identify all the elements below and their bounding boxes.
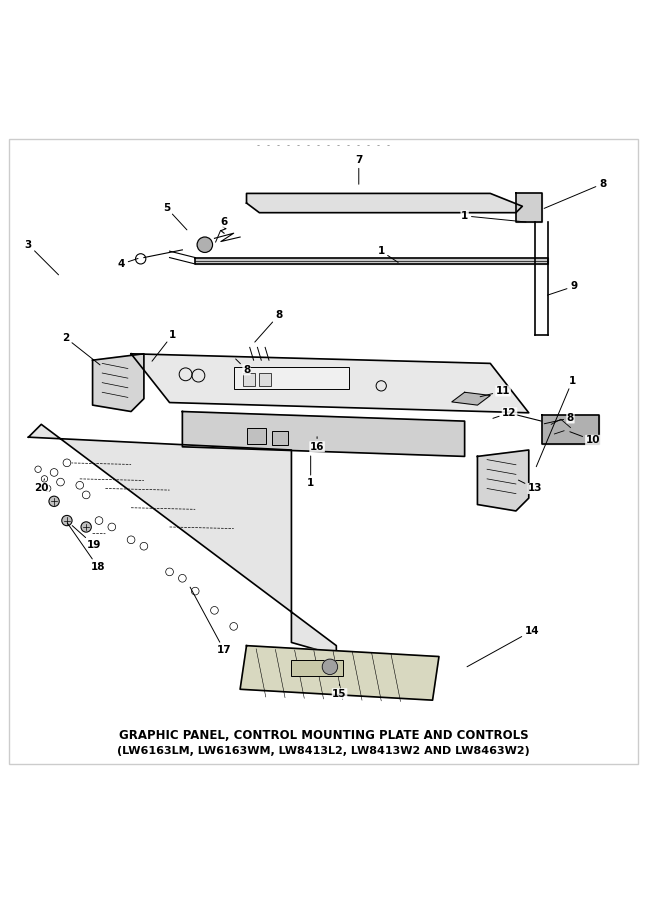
Text: 8: 8: [236, 359, 250, 374]
Polygon shape: [516, 194, 542, 222]
Text: 5: 5: [163, 202, 187, 230]
Text: 17: 17: [190, 587, 232, 655]
Text: 14: 14: [467, 626, 540, 667]
Polygon shape: [195, 257, 548, 264]
Text: 8: 8: [544, 179, 606, 209]
Text: 9: 9: [547, 282, 577, 295]
Polygon shape: [452, 392, 490, 405]
Text: 16: 16: [310, 436, 324, 452]
Text: 3: 3: [25, 239, 58, 274]
Bar: [243, 373, 255, 386]
Text: 11: 11: [480, 386, 510, 397]
Text: 1: 1: [152, 329, 177, 361]
Circle shape: [35, 466, 41, 472]
Text: 10: 10: [570, 432, 600, 446]
Text: 13: 13: [518, 480, 542, 493]
Text: 7: 7: [355, 155, 362, 184]
Circle shape: [76, 482, 83, 489]
Text: (LW6163LM, LW6163WM, LW8413L2, LW8413W2 AND LW8463W2): (LW6163LM, LW6163WM, LW8413L2, LW8413W2 …: [117, 746, 530, 757]
Polygon shape: [542, 415, 599, 444]
Text: 1: 1: [378, 247, 398, 263]
Circle shape: [127, 536, 135, 544]
Text: 1: 1: [307, 456, 314, 489]
Text: 1: 1: [536, 375, 576, 467]
Circle shape: [192, 588, 199, 595]
Bar: [259, 373, 271, 386]
Circle shape: [230, 623, 237, 630]
Circle shape: [197, 237, 212, 252]
Circle shape: [95, 517, 103, 525]
Text: 8: 8: [255, 310, 282, 342]
Polygon shape: [247, 194, 522, 212]
Text: - - - - - - - - - - - - - -: - - - - - - - - - - - - - -: [256, 140, 391, 149]
Text: 12: 12: [493, 408, 517, 418]
Polygon shape: [28, 424, 336, 655]
Circle shape: [140, 543, 148, 550]
Circle shape: [108, 523, 116, 531]
Circle shape: [81, 522, 91, 532]
Polygon shape: [93, 354, 144, 411]
Text: 18: 18: [67, 523, 105, 572]
Bar: [247, 428, 266, 444]
Text: 6: 6: [215, 217, 228, 242]
Circle shape: [49, 496, 60, 507]
Text: 15: 15: [333, 684, 347, 698]
Circle shape: [166, 568, 173, 576]
Circle shape: [50, 469, 58, 476]
Text: 4: 4: [118, 258, 138, 269]
Text: GRAPHIC PANEL, CONTROL MOUNTING PLATE AND CONTROLS: GRAPHIC PANEL, CONTROL MOUNTING PLATE AN…: [118, 729, 529, 742]
Polygon shape: [182, 411, 465, 456]
Text: 19: 19: [72, 526, 101, 550]
Text: 8: 8: [544, 413, 574, 424]
Circle shape: [45, 485, 51, 491]
Bar: [234, 366, 349, 389]
Polygon shape: [240, 645, 439, 700]
Circle shape: [82, 491, 90, 499]
Text: 20: 20: [34, 479, 49, 493]
Text: 1: 1: [461, 211, 526, 222]
Bar: [291, 660, 343, 676]
Polygon shape: [477, 450, 529, 511]
Polygon shape: [131, 354, 529, 413]
Circle shape: [211, 607, 218, 614]
Bar: [272, 431, 288, 445]
Circle shape: [62, 516, 72, 526]
Circle shape: [179, 574, 186, 582]
Circle shape: [63, 459, 71, 467]
Circle shape: [41, 476, 48, 482]
Circle shape: [57, 478, 64, 486]
Circle shape: [322, 659, 338, 674]
Text: 2: 2: [62, 333, 100, 364]
